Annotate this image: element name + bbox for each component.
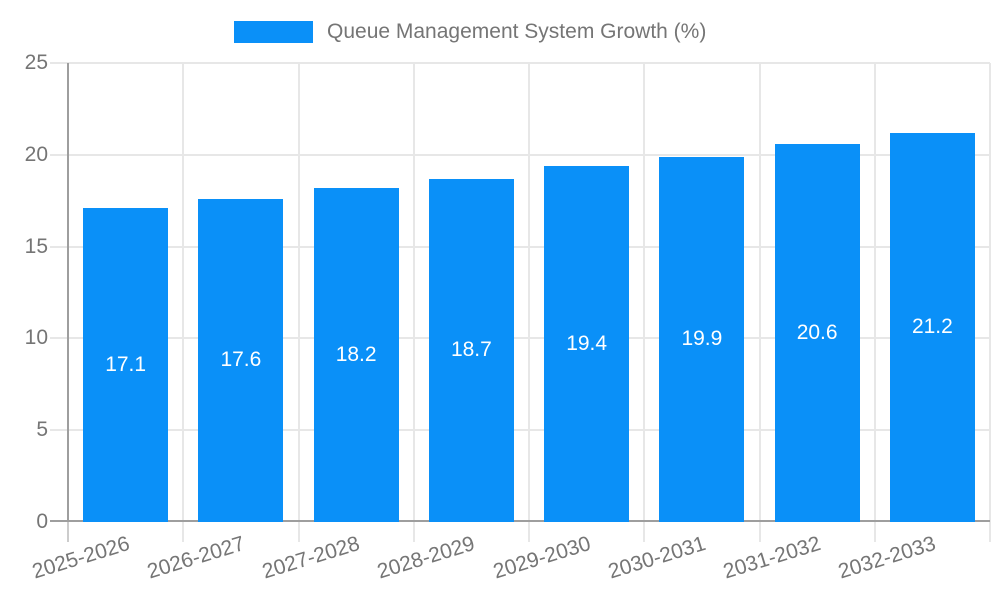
bar[interactable]: 17.1 [83, 208, 169, 522]
legend-swatch [234, 21, 313, 43]
x-gridline [873, 63, 876, 542]
y-axis-tick-label: 0 [36, 510, 48, 533]
x-axis-tick [67, 522, 69, 542]
y-axis-tick-label: 10 [24, 326, 48, 350]
bar-value-label: 18.7 [450, 338, 492, 362]
y-gridline [50, 245, 990, 248]
bar-value-label: 17.6 [220, 348, 262, 372]
bar[interactable]: 18.7 [428, 178, 514, 522]
y-axis-tick-label: 15 [24, 234, 48, 258]
bar-value-label: 19.9 [681, 327, 723, 351]
bar-value-label: 20.6 [796, 320, 838, 344]
legend-label: Queue Management System Growth (%) [327, 20, 707, 43]
bar[interactable]: 18.2 [313, 187, 399, 522]
bar-value-label: 17.1 [105, 353, 147, 376]
bar-value-label: 18.2 [335, 342, 377, 366]
y-gridline [50, 62, 990, 64]
y-axis-tick-label: 25 [24, 51, 48, 74]
y-axis-line [67, 63, 69, 522]
bar[interactable]: 21.2 [889, 132, 975, 522]
bar[interactable]: 17.6 [198, 198, 284, 522]
bar-value-label: 19.4 [566, 331, 608, 355]
legend: Queue Management System Growth (%) [234, 21, 706, 43]
x-gridline [182, 63, 185, 542]
x-gridline [528, 63, 530, 542]
x-axis-line [50, 520, 990, 522]
x-gridline [643, 63, 646, 542]
bar-value-label: 21.2 [911, 315, 953, 339]
bar[interactable]: 19.4 [544, 165, 630, 522]
x-gridline [412, 63, 415, 542]
y-gridline [50, 153, 990, 156]
y-gridline [50, 429, 990, 432]
y-axis-tick-label: 5 [36, 418, 48, 442]
y-axis-tick-label: 20 [24, 142, 48, 166]
x-gridline [989, 63, 991, 542]
plot-area: 0 5 10 15 20 25 17.1 17.6 18.2 18.7 19.4 19.9 20.6 21… [25, 52, 991, 583]
x-gridline [758, 63, 761, 542]
y-gridline [50, 337, 990, 340]
x-gridline [297, 63, 300, 542]
bar[interactable]: 19.9 [659, 156, 745, 522]
bar[interactable]: 20.6 [774, 143, 860, 522]
